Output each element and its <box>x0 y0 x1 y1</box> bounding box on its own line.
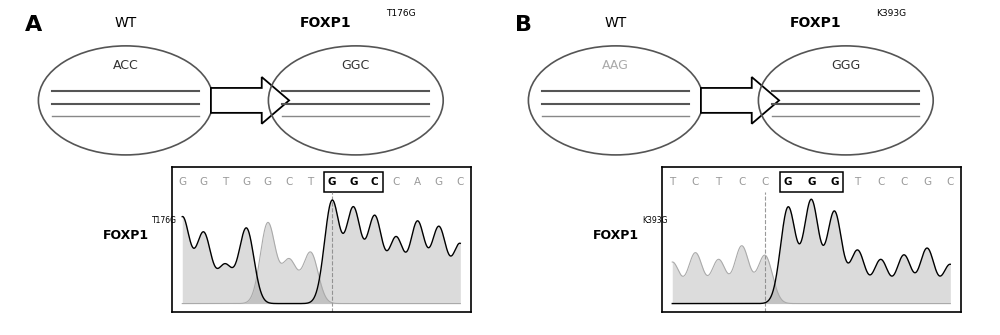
Text: C: C <box>692 177 699 187</box>
Text: ACC: ACC <box>113 59 139 72</box>
Text: G: G <box>178 177 186 187</box>
Text: T: T <box>854 177 861 187</box>
Text: C: C <box>947 177 954 187</box>
Polygon shape <box>211 77 289 124</box>
Text: G: G <box>830 177 839 187</box>
Text: B: B <box>515 15 532 35</box>
Text: C: C <box>457 177 464 187</box>
Text: K393G: K393G <box>876 9 906 18</box>
Text: C: C <box>761 177 769 187</box>
Text: G: G <box>923 177 931 187</box>
Text: G: G <box>200 177 208 187</box>
Text: FOXP1: FOXP1 <box>790 16 841 30</box>
Text: GGG: GGG <box>831 59 860 72</box>
Text: G: G <box>328 177 336 187</box>
Text: C: C <box>738 177 745 187</box>
Text: T: T <box>715 177 722 187</box>
Text: FOXP1: FOXP1 <box>103 229 149 243</box>
Text: T176G: T176G <box>152 216 177 225</box>
Text: WT: WT <box>605 16 627 30</box>
Text: FOXP1: FOXP1 <box>300 16 351 30</box>
Text: T: T <box>307 177 314 187</box>
Text: AAG: AAG <box>602 59 629 72</box>
Text: WT: WT <box>115 16 137 30</box>
Text: G: G <box>264 177 272 187</box>
Text: A: A <box>414 177 421 187</box>
Text: G: G <box>435 177 443 187</box>
Bar <box>780 172 843 192</box>
Text: G: G <box>807 177 816 187</box>
Text: G: G <box>242 177 250 187</box>
Text: C: C <box>877 177 884 187</box>
Text: T176G: T176G <box>386 9 415 18</box>
Text: FOXP1: FOXP1 <box>593 229 639 243</box>
Text: C: C <box>900 177 908 187</box>
Polygon shape <box>701 77 779 124</box>
Text: G: G <box>784 177 792 187</box>
Text: C: C <box>286 177 293 187</box>
Bar <box>324 172 383 192</box>
Text: A: A <box>25 15 42 35</box>
Text: T: T <box>669 177 675 187</box>
Text: C: C <box>371 177 379 187</box>
Text: K393G: K393G <box>642 216 668 225</box>
Text: GGC: GGC <box>342 59 370 72</box>
Text: C: C <box>392 177 400 187</box>
Text: G: G <box>349 177 358 187</box>
Text: T: T <box>222 177 228 187</box>
